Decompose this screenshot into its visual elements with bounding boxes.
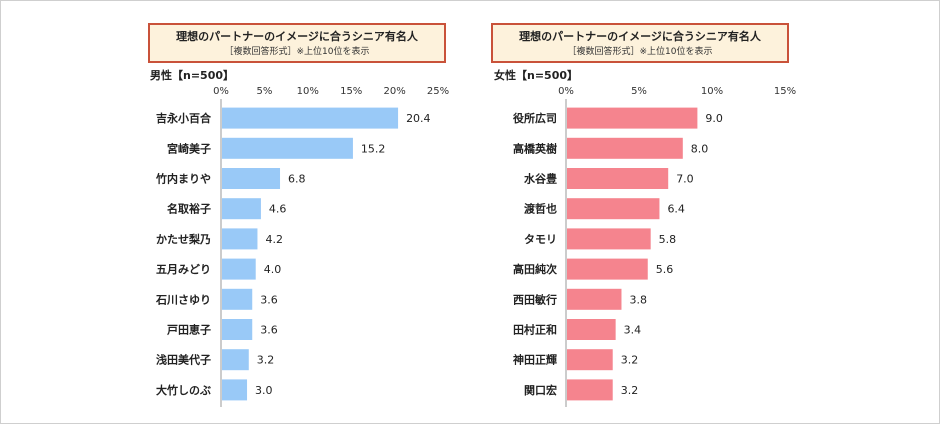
female-bar: [567, 137, 683, 159]
female-value-label: 5.6: [656, 263, 674, 276]
female-bar: [567, 198, 660, 220]
male-bar: [222, 379, 248, 401]
female-value-label: 3.2: [621, 384, 639, 397]
male-category-label: 大竹しのぶ: [156, 383, 211, 397]
male-category-label: 五月みどり: [156, 263, 211, 276]
female-bar: [567, 258, 648, 280]
female-bar: [567, 288, 622, 310]
male-x-tick-label: 10%: [297, 86, 319, 97]
male-category-label: かたせ梨乃: [156, 232, 211, 246]
female-value-label: 9.0: [705, 112, 723, 125]
male-value-label: 3.6: [260, 324, 278, 337]
male-value-label: 4.2: [265, 233, 283, 246]
female-category-label: 高田純次: [513, 262, 557, 276]
male-category-label: 宮崎美子: [167, 141, 211, 155]
female-category-label: 西田敏行: [513, 292, 557, 306]
male-sample-label: 男性【n=500】: [150, 69, 235, 82]
male-category-label: 竹内まりや: [155, 172, 211, 186]
female-category-label: 水谷豊: [524, 172, 557, 186]
male-value-label: 20.4: [406, 112, 431, 125]
female-bar: [567, 379, 613, 401]
male-chart-title-box: 理想のパートナーのイメージに合うシニア有名人 ［複数回答形式］※上位10位を表示: [148, 23, 446, 63]
male-value-label: 3.0: [255, 384, 272, 397]
male-chart-subtitle: ［複数回答形式］※上位10位を表示: [224, 47, 370, 57]
female-x-tick-label: 0%: [558, 86, 574, 97]
male-bar: [222, 258, 256, 280]
female-x-tick-label: 10%: [701, 86, 723, 97]
female-category-label: 役所広司: [512, 111, 557, 125]
female-value-label: 6.4: [667, 203, 685, 216]
male-value-label: 6.8: [288, 173, 306, 186]
female-category-label: 神田正輝: [513, 353, 557, 367]
female-chart-title: 理想のパートナーのイメージに合うシニア有名人: [519, 30, 761, 43]
male-bar: [222, 319, 253, 340]
male-category-label: 石川さゆり: [155, 293, 211, 306]
female-sample-label: 女性【n=500】: [494, 69, 579, 82]
female-chart-title-box: 理想のパートナーのイメージに合うシニア有名人 ［複数回答形式］※上位10位を表示: [491, 23, 789, 63]
female-bar: [567, 349, 613, 371]
female-category-label: 田村正和: [513, 323, 557, 337]
male-category-label: 名取裕子: [167, 202, 211, 216]
male-bar: [222, 288, 253, 310]
female-value-label: 5.8: [659, 233, 677, 246]
female-value-label: 3.2: [621, 354, 639, 367]
male-value-label: 4.6: [269, 203, 287, 216]
male-value-label: 15.2: [361, 142, 386, 155]
male-bar: [222, 349, 249, 371]
female-bar: [567, 228, 651, 250]
female-value-label: 3.4: [624, 324, 642, 337]
female-chart-subtitle: ［複数回答形式］※上位10位を表示: [567, 47, 713, 57]
male-bar: [222, 137, 353, 159]
male-bar: [222, 198, 261, 220]
male-x-tick-label: 0%: [213, 86, 229, 97]
female-category-label: タモリ: [524, 233, 557, 246]
female-x-tick-label: 15%: [774, 86, 796, 97]
male-bar: [222, 228, 258, 250]
female-category-label: 高橋英樹: [513, 141, 557, 155]
female-category-label: 関口宏: [524, 383, 557, 397]
male-value-label: 3.6: [260, 293, 278, 306]
female-bar: [567, 168, 669, 189]
male-value-label: 3.2: [257, 354, 275, 367]
female-value-label: 8.0: [691, 142, 709, 155]
male-x-tick-label: 5%: [256, 86, 272, 97]
female-x-tick-label: 5%: [631, 86, 647, 97]
male-bar: [222, 107, 399, 129]
female-bar: [567, 319, 616, 340]
male-x-tick-label: 20%: [383, 86, 405, 97]
female-value-label: 3.8: [629, 293, 647, 306]
male-category-label: 浅田美代子: [156, 353, 211, 367]
male-x-tick-label: 25%: [427, 86, 449, 97]
female-value-label: 7.0: [676, 173, 694, 186]
female-category-label: 渡哲也: [524, 202, 557, 216]
male-category-label: 吉永小百合: [156, 111, 212, 125]
male-category-label: 戸田恵子: [167, 323, 211, 337]
female-bar: [567, 107, 698, 129]
male-x-tick-label: 15%: [340, 86, 362, 97]
male-value-label: 4.0: [264, 263, 282, 276]
male-chart-title: 理想のパートナーのイメージに合うシニア有名人: [176, 30, 418, 43]
male-bar: [222, 168, 281, 189]
